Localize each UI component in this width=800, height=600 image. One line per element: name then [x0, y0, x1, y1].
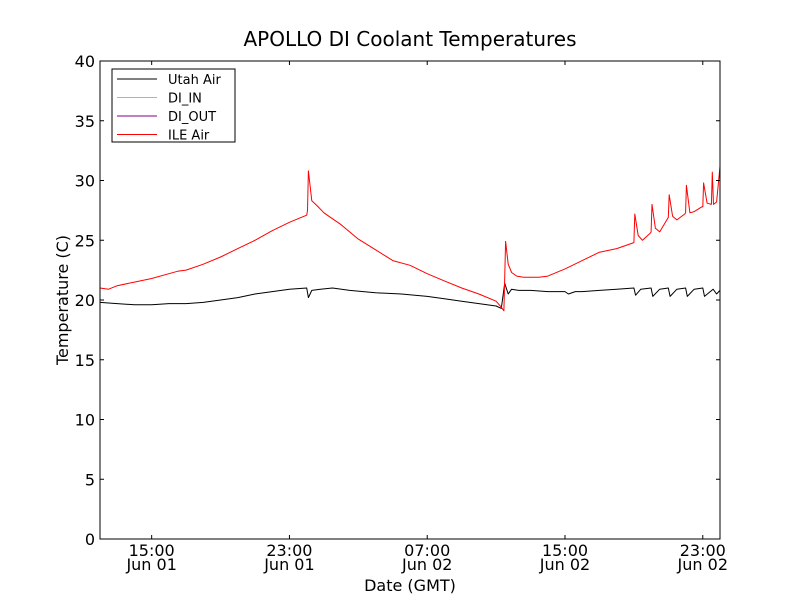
x-tick-date-label: Jun 02 — [677, 555, 728, 574]
series-line-utah-air — [99, 282, 721, 309]
legend-label-utah-air: Utah Air — [168, 73, 221, 88]
y-tick-label: 20 — [75, 291, 95, 310]
y-tick-label: 0 — [85, 530, 95, 549]
y-axis-ticks: 0 5 10 15 20 25 30 35 40 — [75, 52, 720, 549]
x-tick-time-label: 15:00 — [129, 541, 175, 560]
x-tick-date-label: Jun 01 — [125, 555, 176, 574]
y-tick-label: 25 — [75, 231, 95, 250]
x-tick-time-label: 15:00 — [542, 541, 588, 560]
y-tick-label: 30 — [75, 172, 95, 191]
y-axis-label: Temperature (C) — [53, 235, 72, 366]
y-tick-label: 5 — [85, 470, 95, 489]
y-tick-label: 35 — [75, 112, 95, 131]
x-tick-time-label: 07:00 — [404, 541, 450, 560]
legend-box — [111, 68, 236, 143]
legend-label-di-out: DI_OUT — [168, 110, 216, 125]
x-tick-date-label: Jun 01 — [263, 555, 314, 574]
y-tick-label: 40 — [75, 52, 95, 71]
x-tick-date-label: Jun 02 — [401, 555, 452, 574]
legend-label-di-in: DI_IN — [168, 92, 202, 107]
y-tick-label: 10 — [75, 411, 95, 430]
legend-label-ile-air: ILE Air — [168, 129, 210, 144]
x-tick-time-label: 23:00 — [680, 541, 726, 560]
x-tick-time-label: 23:00 — [266, 541, 312, 560]
x-axis-label: Date (GMT) — [364, 576, 456, 595]
series-line-ile-air — [99, 166, 721, 312]
chart-title: APOLLO DI Coolant Temperatures — [243, 27, 576, 51]
x-tick-date-label: Jun 02 — [539, 555, 590, 574]
legend: Utah Air DI_IN DI_OUT ILE Air — [111, 68, 236, 144]
y-tick-label: 15 — [75, 351, 95, 370]
plot-frame — [99, 60, 721, 540]
plot-series — [99, 166, 721, 312]
